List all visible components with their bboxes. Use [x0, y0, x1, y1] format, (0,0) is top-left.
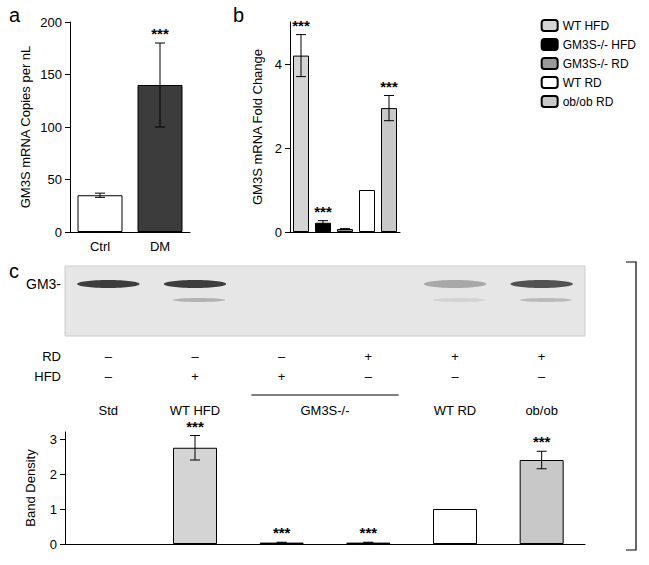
- svg-text:4: 4: [275, 57, 282, 72]
- svg-text:ob/ob: ob/ob: [525, 403, 558, 418]
- svg-text:Std: Std: [99, 403, 119, 418]
- svg-text:c: c: [9, 260, 19, 282]
- svg-text:DM: DM: [150, 239, 170, 254]
- svg-text:0: 0: [275, 225, 282, 240]
- svg-text:***: ***: [314, 203, 332, 220]
- svg-text:***: ***: [360, 524, 378, 541]
- svg-text:–: –: [451, 369, 459, 384]
- svg-text:2: 2: [275, 141, 282, 156]
- svg-text:1: 1: [50, 502, 57, 517]
- svg-text:150: 150: [40, 67, 62, 82]
- svg-text:2: 2: [50, 467, 57, 482]
- svg-text:Ctrl: Ctrl: [90, 239, 110, 254]
- svg-text:GM3S-/-: GM3S-/-: [300, 403, 349, 418]
- svg-text:100: 100: [40, 120, 62, 135]
- svg-text:GM3S mRNA Copies per nL: GM3S mRNA Copies per nL: [18, 46, 33, 209]
- svg-text:Band Density: Band Density: [23, 449, 38, 527]
- svg-text:***: ***: [380, 78, 398, 95]
- svg-text:–: –: [278, 349, 286, 364]
- svg-text:WT RD: WT RD: [563, 76, 602, 90]
- svg-text:RD: RD: [42, 349, 61, 364]
- svg-text:***: ***: [151, 25, 169, 42]
- svg-text:b: b: [233, 4, 244, 26]
- svg-text:WT HFD: WT HFD: [170, 403, 220, 418]
- svg-text:***: ***: [292, 17, 310, 34]
- svg-text:a: a: [9, 4, 21, 26]
- svg-text:GM3-: GM3-: [26, 276, 61, 292]
- svg-text:–: –: [365, 369, 373, 384]
- svg-text:+: +: [278, 369, 286, 384]
- svg-text:+: +: [365, 349, 373, 364]
- svg-text:***: ***: [273, 524, 291, 541]
- svg-text:50: 50: [48, 172, 62, 187]
- svg-text:3: 3: [50, 432, 57, 447]
- svg-text:+: +: [451, 349, 459, 364]
- svg-text:200: 200: [40, 15, 62, 30]
- svg-text:+: +: [191, 369, 199, 384]
- svg-text:+: +: [538, 349, 546, 364]
- svg-text:–: –: [105, 349, 113, 364]
- svg-text:GM3S-/- HFD: GM3S-/- HFD: [563, 38, 637, 52]
- svg-text:***: ***: [186, 418, 204, 435]
- svg-text:–: –: [105, 369, 113, 384]
- svg-text:GM3S-/- RD: GM3S-/- RD: [563, 57, 629, 71]
- svg-text:0: 0: [50, 537, 57, 552]
- svg-text:0: 0: [55, 225, 62, 240]
- svg-text:WT RD: WT RD: [434, 403, 476, 418]
- svg-text:GM3S mRNA Fold Change: GM3S mRNA Fold Change: [250, 49, 265, 205]
- svg-text:***: ***: [533, 433, 551, 450]
- svg-text:WT HFD: WT HFD: [563, 19, 610, 33]
- svg-text:ob/ob RD: ob/ob RD: [563, 95, 614, 109]
- svg-text:–: –: [538, 369, 546, 384]
- svg-text:HFD: HFD: [34, 369, 61, 384]
- svg-text:–: –: [191, 349, 199, 364]
